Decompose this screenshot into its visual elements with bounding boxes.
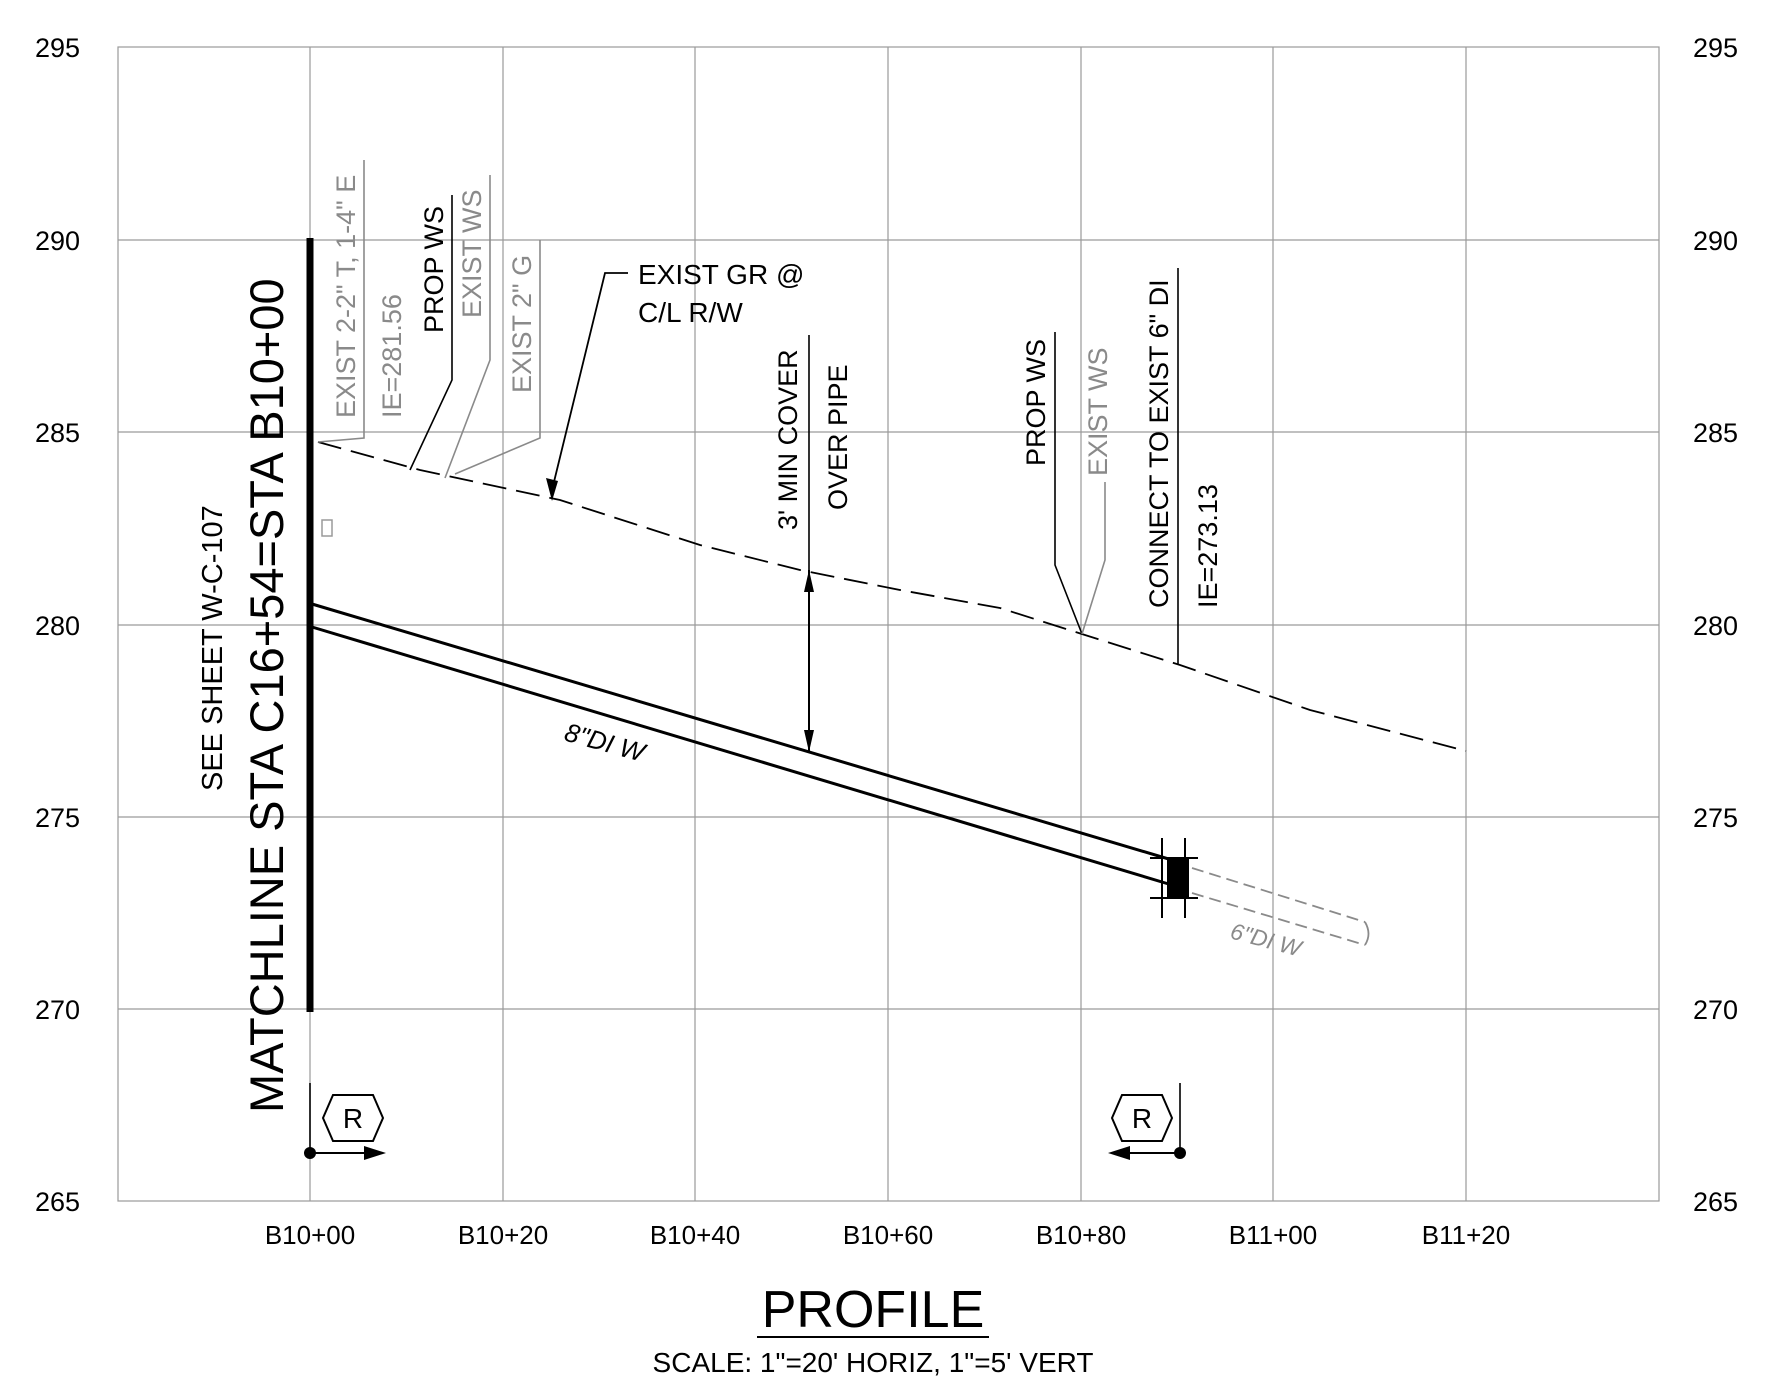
proposed-pipe	[311, 602, 1173, 887]
ie-left-label: IE=281.56	[377, 294, 407, 418]
arrow-right-icon	[364, 1146, 386, 1160]
connection-fitting	[1150, 838, 1198, 918]
connect-label: CONNECT TO EXIST 6" DI	[1144, 279, 1174, 608]
x-tick-label: B10+60	[843, 1220, 933, 1250]
existing-ground-line	[317, 441, 1467, 752]
left-callout-leaders	[317, 160, 541, 479]
x-tick-label: B10+20	[458, 1220, 548, 1250]
see-sheet-label: SEE SHEET W-C-107	[197, 505, 229, 791]
right-callout-leaders	[1054, 268, 1179, 665]
y-tick-label: 295	[1693, 33, 1738, 63]
hexagon-icon	[1110, 1094, 1174, 1142]
hexagon-icon	[321, 1094, 385, 1142]
marker-left: R	[304, 1083, 386, 1160]
exist-gr-label-line1: EXIST GR @	[638, 259, 804, 290]
grid	[117, 46, 1660, 1202]
x-tick-label: B11+00	[1229, 1220, 1317, 1250]
scale-label: SCALE: 1"=20' HORIZ, 1"=5' VERT	[653, 1347, 1094, 1378]
y-tick-label: 270	[1693, 995, 1738, 1025]
x-tick-label: B10+00	[265, 1220, 355, 1250]
pipe-label-6in: 6"DI W	[1228, 918, 1307, 962]
marker-right-label: R	[1132, 1103, 1152, 1134]
y-tick-label: 280	[35, 611, 80, 641]
y-tick-label: 275	[35, 803, 80, 833]
y-axis-right: 295 290 285 280 275 270 265	[1693, 33, 1738, 1217]
arrow-left-icon	[1108, 1146, 1130, 1160]
exist-ws-right-label: EXIST WS	[1083, 347, 1113, 476]
y-axis-left: 295 290 285 280 275 270 265	[35, 33, 80, 1217]
x-axis: B10+00 B10+20 B10+40 B10+60 B10+80 B11+0…	[265, 1220, 1510, 1250]
exist-gr-label-line2: C/L R/W	[638, 297, 743, 328]
y-tick-label: 290	[35, 226, 80, 256]
exist-gr-leader	[546, 272, 628, 501]
y-tick-label: 265	[35, 1187, 80, 1217]
marker-right: R	[1108, 1083, 1186, 1160]
x-tick-label: B10+80	[1036, 1220, 1126, 1250]
marker-left-label: R	[343, 1103, 363, 1134]
y-tick-label: 285	[35, 418, 80, 448]
small-marker	[321, 519, 333, 537]
y-tick-label: 295	[35, 33, 80, 63]
y-tick-label: 285	[1693, 418, 1738, 448]
x-tick-label: B10+40	[650, 1220, 740, 1250]
y-tick-label: 290	[1693, 226, 1738, 256]
ie-right-label: IE=273.13	[1193, 484, 1223, 608]
matchline-label: MATCHLINE STA C16+54=STA B10+00	[240, 278, 293, 1113]
cover-label-line1: 3' MIN COVER	[773, 349, 803, 530]
exist-gas-label: EXIST 2" G	[507, 255, 537, 393]
x-tick-label: B11+20	[1422, 1220, 1510, 1250]
y-tick-label: 275	[1693, 803, 1738, 833]
prop-ws-left-label: PROP WS	[419, 206, 449, 333]
profile-title: PROFILE	[762, 1281, 985, 1339]
y-tick-label: 270	[35, 995, 80, 1025]
cover-label-line2: OVER PIPE	[823, 364, 853, 510]
exist-ws-left-label: EXIST WS	[457, 189, 487, 318]
prop-ws-right-label: PROP WS	[1021, 339, 1051, 466]
existing-pipe	[1191, 867, 1366, 946]
cover-dimension	[804, 335, 814, 752]
pipe-end-cap	[1364, 921, 1370, 946]
exist-tel-elec-label: EXIST 2-2" T, 1-4" E	[331, 175, 361, 418]
y-tick-label: 265	[1693, 1187, 1738, 1217]
y-tick-label: 280	[1693, 611, 1738, 641]
